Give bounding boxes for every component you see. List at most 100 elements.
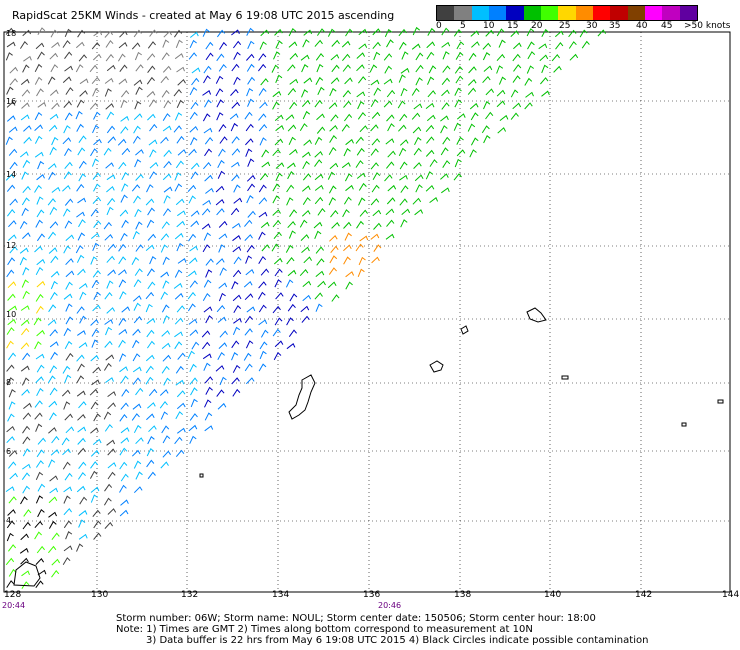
wind-barb [104, 77, 114, 84]
wind-barb [106, 255, 115, 263]
wind-barb [258, 304, 267, 313]
wind-barb [34, 520, 43, 529]
wind-barb [289, 148, 298, 156]
wind-barb [35, 557, 45, 565]
wind-barb [21, 581, 30, 589]
wind-barb [415, 184, 423, 193]
wind-barb [75, 110, 83, 120]
wind-barb [218, 123, 227, 132]
wind-barb [245, 377, 255, 385]
wind-barb [33, 317, 42, 326]
wind-barb [35, 293, 44, 302]
wind-barb [36, 233, 45, 242]
wind-barb [258, 113, 267, 121]
wind-barb [329, 124, 338, 132]
colorbar-label: 20 [531, 21, 543, 31]
wind-barb [387, 123, 395, 132]
wind-barb [134, 208, 142, 218]
wind-barb [300, 234, 310, 241]
wind-barb [107, 136, 117, 144]
wind-barb [287, 269, 297, 277]
wind-barb [63, 327, 72, 337]
wind-barb [286, 197, 294, 206]
wind-barb [485, 111, 494, 120]
wind-barb [65, 234, 75, 241]
wind-barb [205, 41, 214, 50]
wind-barb [398, 41, 407, 50]
wind-barb [454, 87, 462, 96]
wind-barb [119, 413, 128, 422]
wind-barb [21, 377, 30, 386]
wind-barb [204, 148, 213, 157]
wind-barb [275, 74, 283, 83]
wind-barb [118, 42, 128, 49]
wind-barb [259, 341, 268, 350]
wind-barb [105, 377, 114, 384]
wind-barb [289, 52, 299, 60]
wind-barb [147, 41, 156, 49]
wind-barb [301, 246, 310, 253]
wind-barb [428, 65, 437, 74]
wind-barb [230, 122, 239, 132]
colorbar-swatch [471, 6, 489, 20]
wind-barb [135, 64, 144, 72]
wind-barb [20, 342, 30, 350]
wind-barb [259, 101, 268, 109]
wind-barb [175, 411, 184, 420]
wind-barb [287, 170, 295, 180]
wind-barb [93, 138, 102, 146]
wind-barb [36, 329, 45, 337]
wind-barb [345, 138, 354, 146]
wind-barb [121, 388, 130, 397]
wind-barb [202, 353, 212, 360]
wind-barb [145, 365, 154, 374]
wind-barb [5, 557, 15, 566]
wind-barb [314, 39, 323, 47]
wind-barb [22, 232, 31, 239]
wind-barb [134, 51, 142, 61]
wind-barb [455, 75, 464, 84]
wind-barb [147, 402, 156, 409]
wind-barb [427, 76, 435, 85]
wind-barb [218, 342, 228, 349]
wind-barb [554, 30, 564, 38]
wind-barb [190, 220, 200, 227]
wind-barb [146, 184, 154, 193]
wind-barb [383, 78, 393, 85]
wind-barb [161, 304, 170, 313]
wind-barb [188, 424, 198, 432]
wind-barb [145, 244, 155, 251]
wind-barb [345, 28, 354, 37]
time-label: 20:44 [2, 601, 25, 610]
wind-barb [78, 461, 87, 470]
wind-barb [260, 78, 269, 86]
wind-barb [35, 42, 45, 50]
colorbar-label: 0 [436, 21, 442, 31]
wind-barb [48, 427, 57, 434]
wind-barb [8, 389, 16, 398]
wind-barb [47, 198, 56, 206]
wind-barb [244, 293, 254, 301]
wind-barb [232, 269, 242, 278]
wind-barb [260, 268, 270, 276]
wind-barb [131, 449, 141, 457]
wind-barb [526, 65, 534, 74]
wind-barb [161, 342, 171, 349]
lat-tick-label: 18 [6, 29, 16, 38]
wind-barb [569, 53, 579, 61]
wind-barb [259, 41, 267, 50]
wind-barb [49, 113, 59, 120]
wind-barb [65, 87, 74, 95]
wind-barb [344, 232, 352, 241]
wind-barb [149, 256, 157, 265]
wind-barb [78, 219, 86, 228]
wind-barb [274, 317, 283, 326]
wind-barb [496, 89, 506, 97]
wind-barb [65, 316, 74, 325]
time-label: 20:46 [378, 601, 401, 610]
wind-barb [272, 149, 281, 157]
wind-barb [189, 329, 199, 336]
wind-barb [21, 207, 29, 216]
wind-barb [36, 258, 46, 266]
wind-barbs [5, 26, 607, 589]
